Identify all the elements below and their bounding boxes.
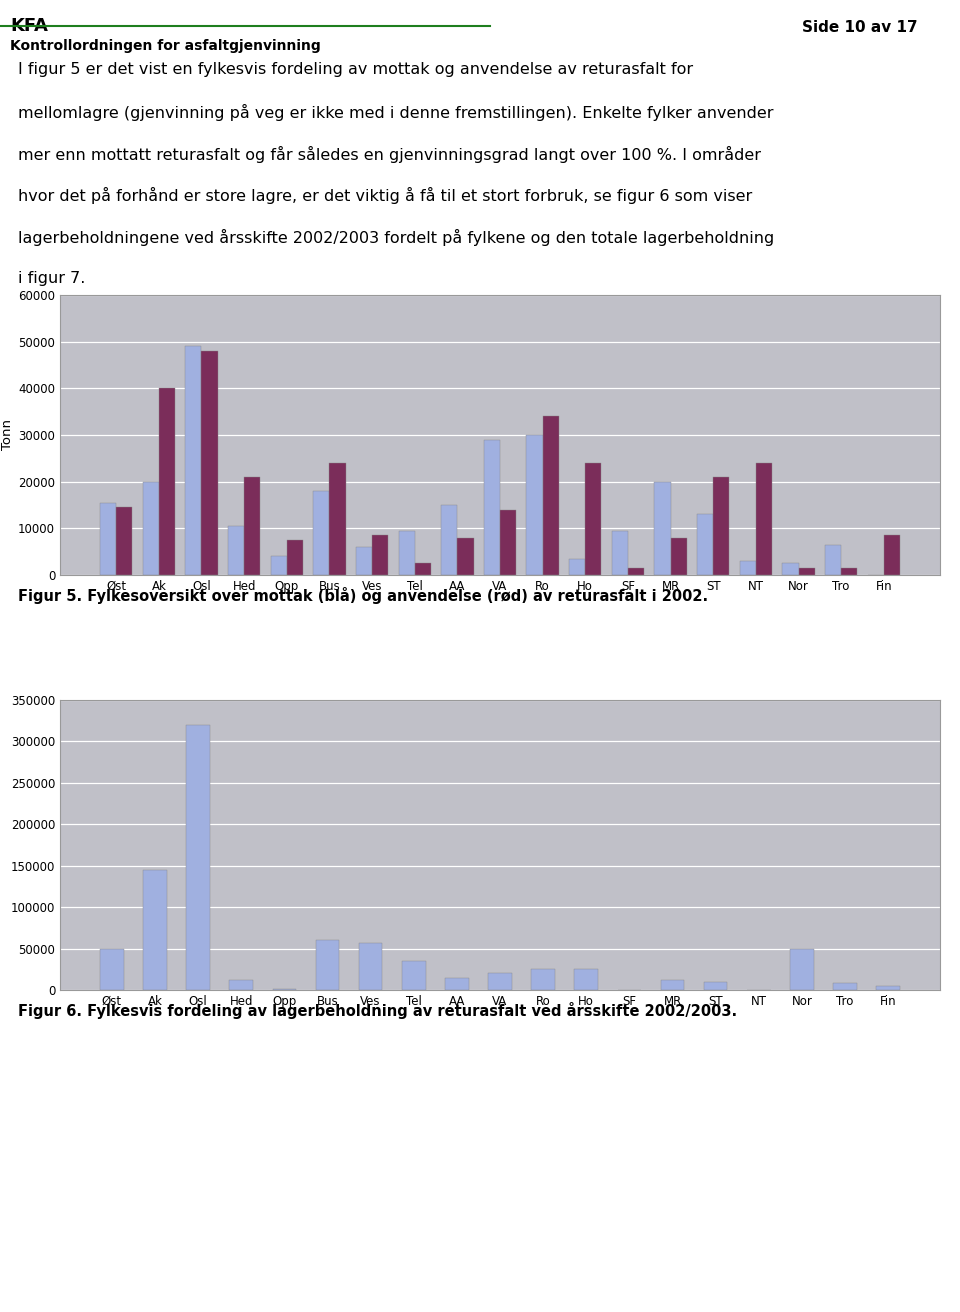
Bar (704, 981, 728, 991)
Text: lagerbeholdningene ved årsskifte 2002/2003 fordelt på fylkene og den totale lage: lagerbeholdningene ved årsskifte 2002/20… (18, 230, 775, 247)
Bar (697, 514, 713, 575)
Bar (398, 530, 415, 575)
Bar (158, 388, 175, 575)
Bar (612, 530, 628, 575)
Text: Figur 5. Fylkesoversikt over mottak (blå) og anvendelse (rød) av returasfalt i 2: Figur 5. Fylkesoversikt over mottak (blå… (18, 586, 708, 604)
Bar (244, 478, 260, 575)
Bar (202, 352, 218, 575)
Bar (415, 563, 431, 575)
Bar (0, 0, 490, 55)
Bar (271, 556, 287, 575)
Text: mellomlagre (gjenvinning på veg er ikke med i denne fremstillingen). Enkelte fyl: mellomlagre (gjenvinning på veg er ikke … (18, 104, 774, 121)
Bar (287, 541, 303, 575)
Bar (359, 943, 382, 991)
Bar (402, 960, 425, 991)
Bar (229, 980, 253, 991)
Bar (660, 980, 684, 991)
Bar (739, 562, 756, 575)
Bar (884, 535, 900, 575)
Bar (356, 547, 372, 575)
Bar (655, 482, 671, 575)
Bar (531, 970, 555, 991)
Bar (569, 559, 586, 575)
Bar (185, 346, 202, 575)
Bar (100, 502, 116, 575)
Bar (329, 463, 346, 575)
Bar (671, 538, 686, 575)
Y-axis label: Tonn: Tonn (1, 420, 14, 450)
Bar (782, 563, 799, 575)
Bar (116, 508, 132, 575)
Bar (488, 974, 512, 991)
Bar (628, 568, 644, 575)
Bar (542, 416, 559, 575)
Bar (457, 538, 473, 575)
Bar (143, 482, 158, 575)
Bar (574, 970, 598, 991)
Bar (841, 568, 857, 575)
Bar (442, 505, 457, 575)
Bar (790, 949, 814, 991)
Bar (756, 463, 772, 575)
Bar (143, 870, 167, 991)
Bar (228, 526, 244, 575)
Text: I figur 5 er det vist en fylkesvis fordeling av mottak og anvendelse av returasf: I figur 5 er det vist en fylkesvis forde… (18, 62, 693, 77)
Text: Figur 6. Fylkesvis fordeling av lagerbeholdning av returasfalt ved årsskifte 200: Figur 6. Fylkesvis fordeling av lagerbeh… (18, 1002, 737, 1019)
Bar (760, 0, 960, 55)
Text: Årsrapport 2002: Årsrapport 2002 (548, 17, 702, 38)
Bar (586, 463, 602, 575)
Bar (313, 491, 329, 575)
Bar (833, 984, 857, 991)
Text: KFA: KFA (10, 17, 48, 35)
Bar (445, 977, 468, 991)
Bar (526, 436, 542, 575)
Bar (484, 440, 500, 575)
Text: Kontrollordningen for asfaltgjenvinning: Kontrollordningen for asfaltgjenvinning (10, 39, 321, 52)
Bar (500, 509, 516, 575)
Text: i figur 7.: i figur 7. (18, 272, 85, 286)
Bar (713, 478, 730, 575)
Text: mer enn mottatt returasfalt og får således en gjenvinningsgrad langt over 100 %.: mer enn mottatt returasfalt og får såled… (18, 146, 761, 163)
Bar (372, 535, 388, 575)
Text: hvor det på forhånd er store lagre, er det viktig å få til et stort forbruk, se : hvor det på forhånd er store lagre, er d… (18, 188, 753, 205)
Text: Side 10 av 17: Side 10 av 17 (803, 20, 918, 35)
Bar (876, 985, 900, 991)
Bar (799, 568, 815, 575)
Bar (186, 724, 210, 991)
Bar (100, 949, 124, 991)
Bar (316, 941, 339, 991)
Bar (825, 544, 841, 575)
